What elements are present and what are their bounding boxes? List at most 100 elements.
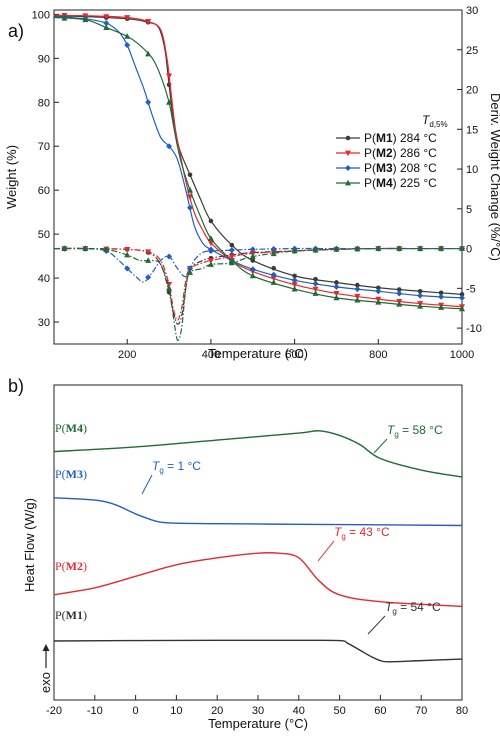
- panel-a-label: a): [8, 21, 24, 41]
- series-m1-derivative: [53, 246, 465, 325]
- exo-label: exo: [38, 672, 53, 693]
- right-y-tick-label: 30: [466, 5, 478, 17]
- data-point: [270, 271, 277, 278]
- data-point: [312, 286, 319, 293]
- data-point: [333, 246, 340, 252]
- tg-pointer-line: [141, 474, 153, 495]
- data-point: [333, 294, 340, 301]
- data-point: [312, 290, 319, 296]
- data-point: [249, 246, 256, 253]
- data-point: [207, 247, 214, 254]
- data-point: [187, 186, 193, 193]
- tg-subscript: g: [392, 607, 396, 616]
- right-y-tick-label: -5: [466, 283, 476, 295]
- legend-title: Td,5%: [422, 113, 448, 129]
- legend-label-suffix: ) 208 °C: [393, 161, 437, 175]
- curve-label-prefix: P(: [55, 467, 66, 481]
- data-point: [438, 293, 445, 300]
- legend-label-prefix: P(: [364, 131, 376, 145]
- data-point: [417, 292, 424, 299]
- data-point: [270, 245, 277, 252]
- legend-item-m1: P(M1) 284 °C: [336, 131, 437, 145]
- data-point: [417, 288, 423, 294]
- derivative-line: [53, 247, 462, 325]
- curve-label-m2: P(M2): [55, 559, 87, 573]
- tg-label: Tg = 43 °C: [334, 525, 390, 541]
- data-point: [187, 269, 193, 275]
- x-tick-label: 30: [252, 705, 264, 717]
- legend-label-prefix: P(: [364, 176, 376, 190]
- tg-label: Tg = 54 °C: [385, 600, 441, 616]
- curve-label-suffix: ): [83, 421, 87, 435]
- x-tick-label: 50: [333, 705, 345, 717]
- data-point: [249, 253, 256, 259]
- tg-symbol: T: [387, 423, 396, 437]
- x-tick-label: 0: [133, 705, 139, 717]
- legend-swatch-marker: [345, 179, 351, 186]
- data-point: [375, 245, 382, 251]
- series-m2-derivative: [53, 246, 465, 321]
- data-point: [355, 282, 360, 288]
- tg-symbol: T: [385, 600, 394, 614]
- derivative-line: [53, 247, 462, 342]
- data-point: [103, 20, 110, 27]
- curve-label-prefix: P(: [55, 559, 66, 573]
- legend-item-m3: P(M3) 208 °C: [336, 161, 437, 175]
- data-point: [145, 257, 152, 263]
- data-point: [207, 261, 214, 267]
- x-tick-label: -10: [87, 705, 103, 717]
- data-point: [333, 291, 340, 297]
- curve-label-bold: M4: [66, 421, 83, 435]
- panel-a-right-y-ticks: -10 -5 0 5 10 15 20 25 30: [457, 5, 482, 335]
- data-point: [145, 50, 152, 57]
- dsc-curve-m1: [53, 639, 463, 663]
- legend-label: P(M2) 286 °C: [364, 146, 437, 160]
- right-y-tick-label: 5: [466, 204, 472, 216]
- data-point: [459, 294, 465, 301]
- data-point: [61, 14, 68, 21]
- left-y-tick-label: 50: [38, 229, 50, 241]
- legend-swatch-marker: [345, 150, 351, 157]
- x-tick-label: 1000: [450, 349, 474, 361]
- tg-symbol: T: [152, 459, 161, 473]
- legend-item-m4: P(M4) 225 °C: [336, 176, 437, 190]
- left-y-tick-label: 40: [38, 273, 50, 285]
- data-point: [145, 19, 152, 25]
- series-m3-weight: [53, 14, 465, 301]
- panel-b: b) -20 -10 0 10 20 30 40 50 60 70 80 Temperature (…: [8, 376, 468, 731]
- data-point: [291, 247, 298, 254]
- tg-annotation-m4: Tg = 58 °C: [373, 423, 443, 454]
- legend-label-suffix: ) 284 °C: [393, 131, 437, 145]
- data-point: [438, 290, 444, 296]
- legend-label: P(M1) 284 °C: [364, 131, 437, 145]
- left-y-tick-label: 30: [38, 317, 50, 329]
- data-point: [354, 245, 361, 252]
- data-point: [291, 277, 298, 284]
- curve-label-suffix: ): [83, 467, 87, 481]
- x-tick-label: 10: [170, 705, 182, 717]
- data-point: [103, 246, 110, 252]
- data-point: [375, 298, 382, 305]
- data-point: [313, 276, 318, 282]
- data-point: [187, 204, 193, 211]
- tg-value: = 54 °C: [397, 600, 441, 614]
- x-tick-label: 20: [211, 705, 223, 717]
- derivative-line: [53, 247, 462, 283]
- data-point: [270, 275, 277, 282]
- tg-value: = 58 °C: [399, 423, 443, 437]
- data-point: [292, 273, 297, 279]
- left-y-tick-label: 100: [32, 9, 50, 21]
- data-point: [82, 245, 89, 251]
- panel-a-frame: [53, 9, 463, 345]
- legend-item-m2: P(M2) 286 °C: [336, 146, 437, 160]
- data-point: [228, 259, 235, 266]
- data-point: [438, 304, 445, 310]
- curve-label-prefix: P(: [55, 608, 66, 622]
- legend-label-suffix: ) 225 °C: [393, 176, 437, 190]
- dsc-curve-m2: [53, 551, 463, 608]
- data-point: [145, 249, 152, 256]
- derivative-line: [53, 247, 462, 321]
- data-point: [270, 250, 277, 257]
- data-point: [396, 290, 403, 297]
